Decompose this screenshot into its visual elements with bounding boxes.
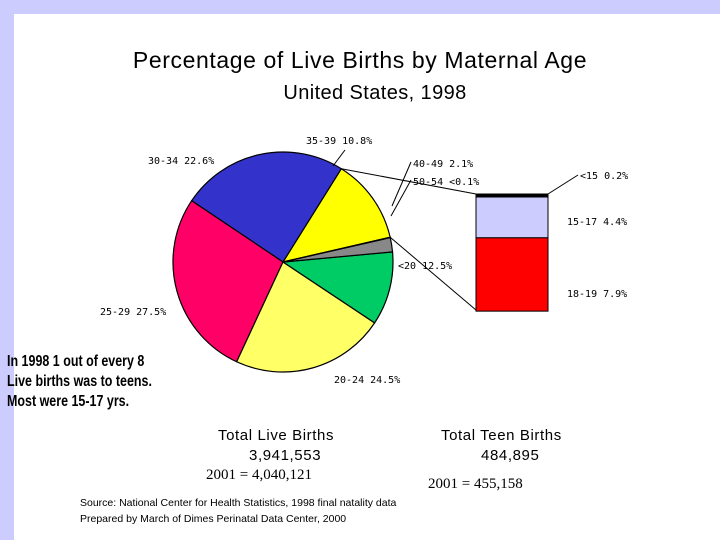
label-25-29: 25-29 27.5% xyxy=(100,307,166,318)
total-live-births-label: Total Live Births xyxy=(218,427,335,444)
label-20-24: 20-24 24.5% xyxy=(334,375,400,386)
teen-births-note: In 1998 1 out of every 8 Live births was… xyxy=(7,352,152,412)
breakdown-label-15-17: 15-17 4.4% xyxy=(567,217,627,228)
slice-20-24 xyxy=(190,151,343,263)
total-live-births-value: 3,941,553 xyxy=(249,447,322,464)
label-50-54: 50-54 <0.1% xyxy=(413,177,479,188)
slice-25-29 xyxy=(172,199,284,363)
slice-labels: <20 12.5% 20-24 24.5% 25-29 27.5% 30-34 22.… xyxy=(100,136,628,386)
chart-title: Percentage of Live Births by Maternal Ag… xyxy=(132,47,588,73)
label-35-39: 35-39 10.8% xyxy=(306,136,372,147)
total-teen-births-label: Total Teen Births xyxy=(441,427,562,444)
leader-50-54 xyxy=(390,179,412,217)
total-teen-births-value: 484,895 xyxy=(481,447,540,464)
note-line-1: In 1998 1 out of every 8 xyxy=(7,353,145,370)
slice-under-20 xyxy=(281,167,391,263)
slice-30-34 xyxy=(235,261,376,373)
label-30-34: 30-34 22.6% xyxy=(148,156,214,167)
slice-35-39 xyxy=(281,251,394,324)
breakdown-segment-18-19 xyxy=(475,237,549,312)
connector-line-top xyxy=(341,168,477,195)
leader-under-15 xyxy=(547,174,579,195)
note-line-3: Most were 15-17 yrs. xyxy=(7,393,130,410)
breakdown-segment-15-17 xyxy=(475,196,549,239)
slide-frame-left xyxy=(0,0,14,540)
pie-slices xyxy=(172,151,394,373)
breakdown-label-18-19: 18-19 7.9% xyxy=(567,289,627,300)
label-under-20: <20 12.5% xyxy=(398,261,452,272)
slide-frame-top xyxy=(0,0,720,14)
label-40-49: 40-49 2.1% xyxy=(413,159,473,170)
leader-40-49 xyxy=(391,161,412,207)
note-line-2: Live births was to teens. xyxy=(7,373,152,390)
chart-subtitle: United States, 1998 xyxy=(283,82,467,104)
source-line: Source: National Center for Health Stati… xyxy=(80,497,397,509)
leader-lines xyxy=(332,149,579,311)
leader-35-39 xyxy=(332,149,346,167)
breakdown-label-under-15: <15 0.2% xyxy=(580,171,628,182)
total-live-births-2001: 2001 = 4,040,121 xyxy=(206,467,312,483)
teen-breakdown-bar xyxy=(475,193,549,312)
connector-line-bottom xyxy=(389,236,477,311)
total-teen-births-2001: 2001 = 455,158 xyxy=(428,476,523,492)
prepared-by-line: Prepared by March of Dimes Perinatal Dat… xyxy=(80,513,347,525)
